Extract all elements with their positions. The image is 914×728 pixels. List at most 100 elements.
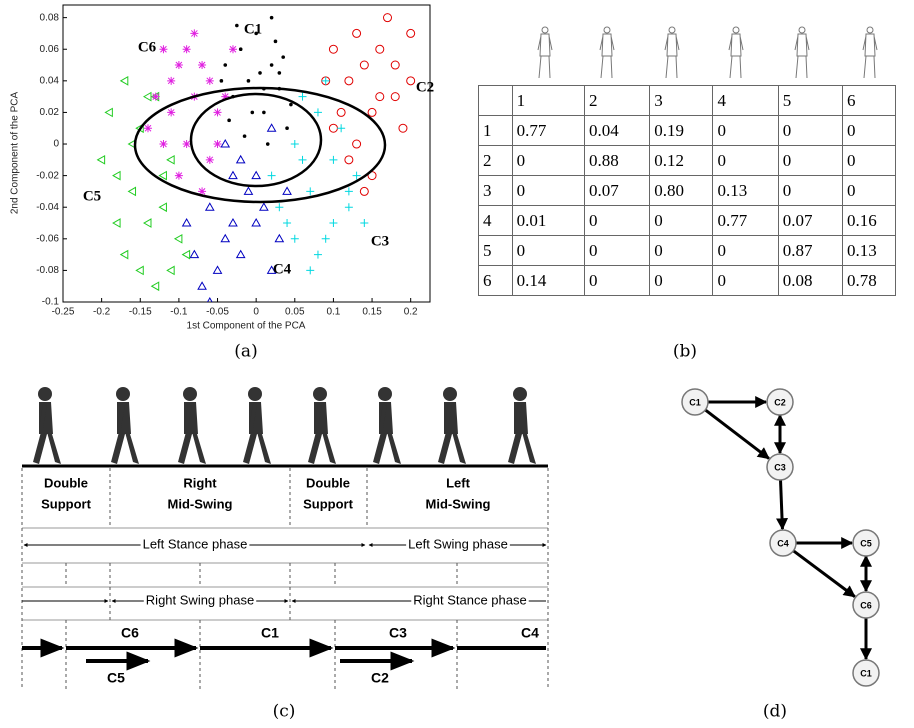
point: [266, 265, 277, 274]
point: [277, 71, 282, 75]
table-cell: 0.78: [841, 265, 897, 296]
point: [250, 110, 255, 115]
point: [142, 218, 152, 228]
point: [127, 186, 137, 197]
walker: [438, 387, 466, 464]
node-label: C1: [689, 397, 701, 407]
pose-icon: [664, 26, 680, 79]
y-tick-label: -0.1: [42, 297, 60, 308]
point: [189, 249, 200, 259]
cluster-label: C3: [389, 625, 407, 641]
walker: [178, 387, 206, 464]
point: [251, 218, 262, 227]
point: [306, 266, 315, 275]
point: [219, 79, 224, 83]
point: [375, 44, 385, 54]
table-row: 4 0.01 0 0 0.77 0.07 0.16: [478, 205, 897, 236]
cluster-label: C3: [371, 233, 389, 249]
y-tick-label: 0: [53, 139, 59, 150]
point: [406, 76, 416, 86]
point: [167, 108, 176, 117]
point: [238, 47, 243, 52]
point: [206, 296, 213, 302]
point: [182, 140, 191, 149]
stance-swing-label: Left Stance phase: [143, 536, 248, 551]
point: [142, 91, 152, 102]
point: [174, 61, 183, 70]
point: [359, 60, 369, 70]
table-cell: 0.08: [777, 265, 843, 296]
table-row: 1 0.77 0.04 0.19 0 0 0: [478, 115, 897, 146]
point: [367, 107, 377, 117]
pose-icon: [537, 26, 553, 79]
point: [344, 155, 354, 165]
pose-icon: [728, 26, 744, 79]
phase-label: Double: [306, 475, 350, 490]
cluster-label: C2: [416, 79, 434, 95]
walker: [373, 387, 401, 464]
point: [227, 118, 231, 123]
point: [158, 202, 167, 213]
cluster-label: C5: [83, 188, 101, 204]
point: [262, 110, 266, 115]
point: [119, 249, 129, 260]
point: [197, 281, 207, 290]
header-cell: 1: [511, 85, 586, 116]
phase-label: Mid-Swing: [426, 496, 491, 511]
ellipse-inner: [189, 92, 323, 188]
cluster-label: C6: [121, 625, 139, 641]
point: [159, 140, 168, 149]
point: [119, 75, 129, 86]
table-cell: 0.77: [712, 205, 779, 236]
point: [306, 187, 315, 196]
point: [221, 92, 230, 101]
point: [267, 171, 276, 180]
point: [298, 155, 307, 164]
phase-label: Double: [44, 475, 88, 490]
table-cell: 0.16: [841, 205, 897, 236]
point: [235, 249, 246, 259]
table-cell: 0: [777, 175, 843, 206]
table-cell: 0.07: [777, 205, 843, 236]
y-tick-label: -0.08: [36, 265, 59, 276]
point: [282, 186, 292, 195]
y-tick-label: -0.06: [36, 233, 59, 244]
table-cell: 0: [584, 235, 651, 266]
table-cell: 0: [712, 115, 779, 146]
point: [228, 218, 238, 227]
caption: (a): [234, 342, 257, 362]
point: [313, 250, 322, 259]
walker: [243, 387, 271, 464]
header-cell: 3: [649, 85, 714, 116]
table-cell: 0.07: [584, 175, 651, 206]
caption: (c): [273, 702, 296, 722]
table-cell: 0: [712, 235, 779, 266]
y-tick-label: -0.04: [36, 202, 59, 213]
node-label: C6: [860, 600, 872, 610]
table-cell: 0.77: [511, 115, 586, 146]
caption: (b): [673, 342, 697, 362]
point: [112, 170, 121, 181]
graph-edge: [792, 549, 856, 598]
table-cell: 0: [649, 205, 714, 236]
point: [328, 123, 338, 133]
point: [406, 28, 416, 38]
table-cell: 0.12: [649, 145, 714, 176]
points: [96, 13, 416, 302]
pose-icons: [537, 26, 878, 79]
point: [285, 126, 289, 131]
point: [173, 233, 183, 244]
point: [344, 76, 354, 86]
stance-swing-label: Left Swing phase: [408, 536, 508, 551]
point: [242, 134, 247, 138]
confusion-table: 1 2 3 4 5 6 1 0.77 0.04 0.19 0 0 0 2 0 0.88 0.12 0 0 0 3 0 0.0…: [478, 85, 897, 296]
point: [213, 108, 222, 117]
table-cell: 0: [777, 115, 843, 146]
phase-label: Right: [183, 475, 217, 490]
point: [204, 202, 215, 211]
header-cell: 4: [712, 85, 779, 116]
pose-icon: [599, 26, 615, 79]
label-background: [140, 536, 250, 552]
table-cell: 0: [511, 235, 586, 266]
graph-edge: [704, 408, 770, 460]
